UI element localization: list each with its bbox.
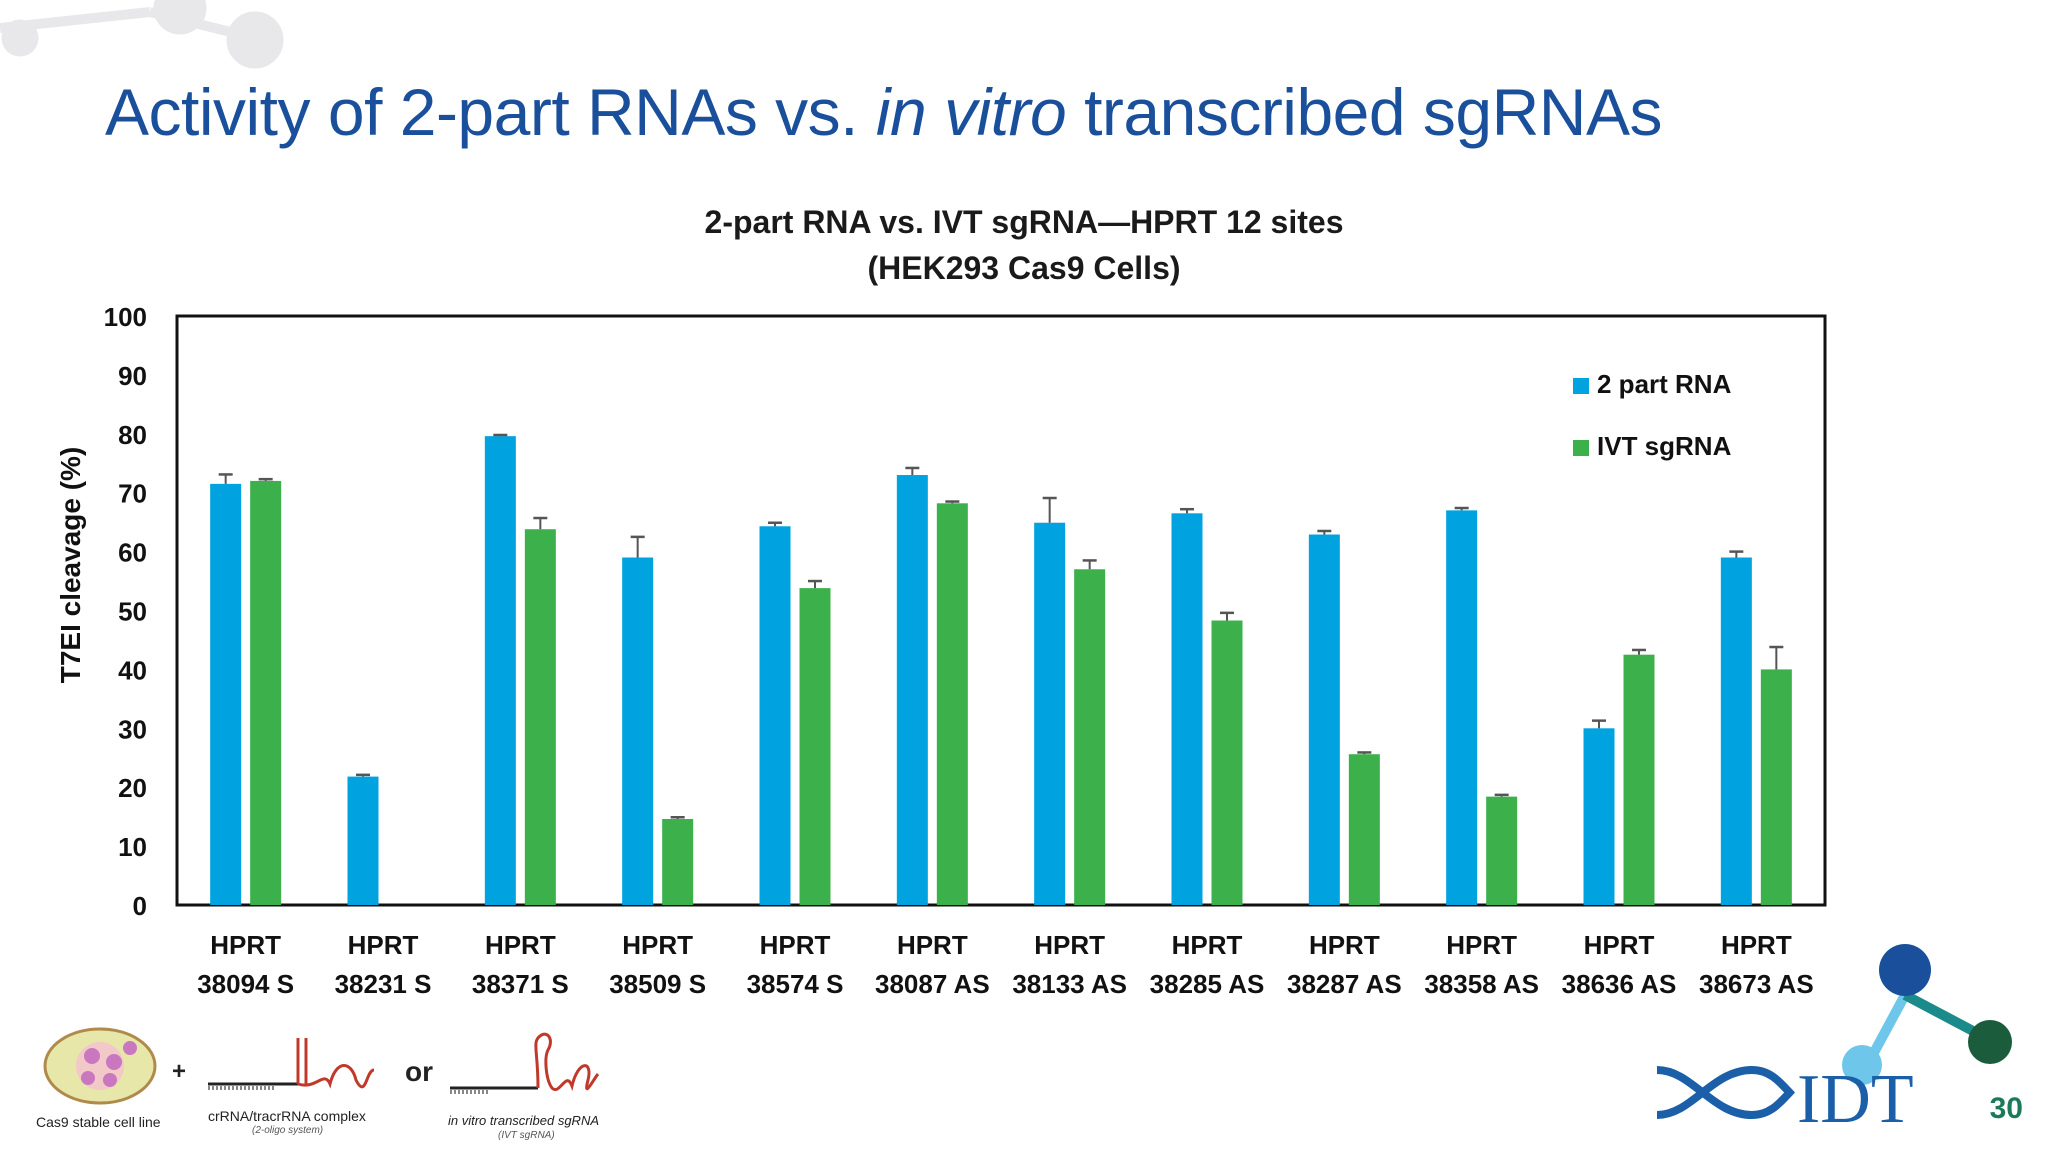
y-tick-label: 40: [118, 655, 147, 685]
x-tick-label: HPRT: [897, 930, 968, 960]
bar: [759, 526, 791, 905]
y-tick-label: 30: [118, 714, 147, 744]
cell-icon: [43, 1027, 157, 1105]
bar: [1446, 510, 1478, 905]
x-tick-label: HPRT: [1584, 930, 1655, 960]
legend-swatch: [1573, 378, 1589, 394]
bar: [484, 436, 516, 905]
ivt-sgrna-icon: [450, 1032, 600, 1094]
x-tick-label: 38574 S: [747, 969, 844, 999]
bar: [1583, 728, 1615, 905]
x-tick-label: HPRT: [622, 930, 693, 960]
x-tick-label: 38371 S: [472, 969, 569, 999]
page-number: 30: [1989, 1092, 2023, 1125]
bar: [622, 557, 654, 905]
complex-sub-label: (2-oligo system): [252, 1125, 324, 1136]
chart-subtitle: (HEK293 Cas9 Cells): [867, 250, 1181, 286]
x-tick-label: HPRT: [1172, 930, 1243, 960]
molecule-decoration-top: [0, 0, 284, 69]
x-tick-label: HPRT: [1446, 930, 1517, 960]
x-tick-label: 38287 AS: [1287, 969, 1402, 999]
legend-label: IVT sgRNA: [1597, 431, 1732, 461]
plus-sign: +: [172, 1058, 187, 1085]
x-tick-label: HPRT: [485, 930, 556, 960]
bar: [662, 819, 694, 905]
x-tick-label: 38673 AS: [1699, 969, 1814, 999]
bar: [250, 480, 282, 905]
bar: [936, 503, 968, 905]
bar: [1720, 557, 1752, 905]
title-italic: in vitro: [875, 75, 1067, 149]
y-axis-label: T7EI cleavage (%): [55, 447, 86, 684]
title-post: transcribed sgRNAs: [1084, 75, 1662, 149]
bar: [210, 483, 242, 905]
y-tick-label: 10: [118, 832, 147, 862]
complex-label: crRNA/tracrRNA complex: [208, 1108, 366, 1124]
bar: [1348, 754, 1380, 905]
crrna-complex-icon: [208, 1038, 375, 1090]
x-tick-label: HPRT: [210, 930, 281, 960]
y-tick-label: 70: [118, 479, 147, 509]
bar: [347, 776, 379, 905]
bar: [1034, 522, 1066, 905]
x-tick-label: HPRT: [760, 930, 831, 960]
bar: [1211, 620, 1243, 905]
cell-line-label: Cas9 stable cell line: [36, 1114, 161, 1130]
legend-swatch: [1573, 440, 1589, 456]
y-tick-label: 0: [133, 891, 147, 921]
bar: [896, 475, 928, 905]
x-tick-label: 38094 S: [197, 969, 294, 999]
y-tick-label: 100: [104, 302, 147, 332]
ivt-sub-label: (IVT sgRNA): [498, 1130, 555, 1141]
legend-label: 2 part RNA: [1597, 369, 1732, 399]
x-tick-label: 38285 AS: [1150, 969, 1265, 999]
x-tick-label: 38636 AS: [1562, 969, 1677, 999]
bar: [1308, 534, 1340, 905]
ivt-label: in vitro transcribed sgRNA: [448, 1113, 599, 1128]
x-tick-label: HPRT: [1034, 930, 1105, 960]
x-tick-label: 38358 AS: [1424, 969, 1539, 999]
plot-frame: [175, 314, 1827, 907]
bar: [524, 529, 556, 905]
or-label: or: [405, 1056, 433, 1087]
x-tick-label: HPRT: [1309, 930, 1380, 960]
idt-logo: IDT: [1656, 1061, 1914, 1130]
y-tick-label: 90: [118, 361, 147, 391]
y-tick-label: 50: [118, 597, 147, 627]
title-pre: Activity of 2-part RNAs vs.: [105, 75, 859, 149]
y-tick-label: 60: [118, 538, 147, 568]
bar: [1171, 513, 1203, 905]
logo-text: IDT: [1797, 1061, 1914, 1130]
y-tick-label: 80: [118, 420, 147, 450]
molecule-decoration-bottom: [1842, 944, 2012, 1085]
y-tick-label: 20: [118, 773, 147, 803]
bar: [1623, 654, 1655, 905]
bar: [1486, 796, 1518, 905]
bar: [1074, 569, 1106, 905]
slide-title: Activity of 2-part RNAs vs. in vitro tra…: [105, 74, 1662, 150]
bar: [799, 588, 831, 905]
x-tick-label: HPRT: [348, 930, 419, 960]
x-tick-label: 38087 AS: [875, 969, 990, 999]
chart-title: 2-part RNA vs. IVT sgRNA—HPRT 12 sites: [704, 204, 1344, 240]
bar: [1760, 669, 1792, 905]
x-tick-label: 38231 S: [335, 969, 432, 999]
x-tick-label: HPRT: [1721, 930, 1792, 960]
x-tick-label: 38509 S: [609, 969, 706, 999]
x-tick-label: 38133 AS: [1012, 969, 1127, 999]
